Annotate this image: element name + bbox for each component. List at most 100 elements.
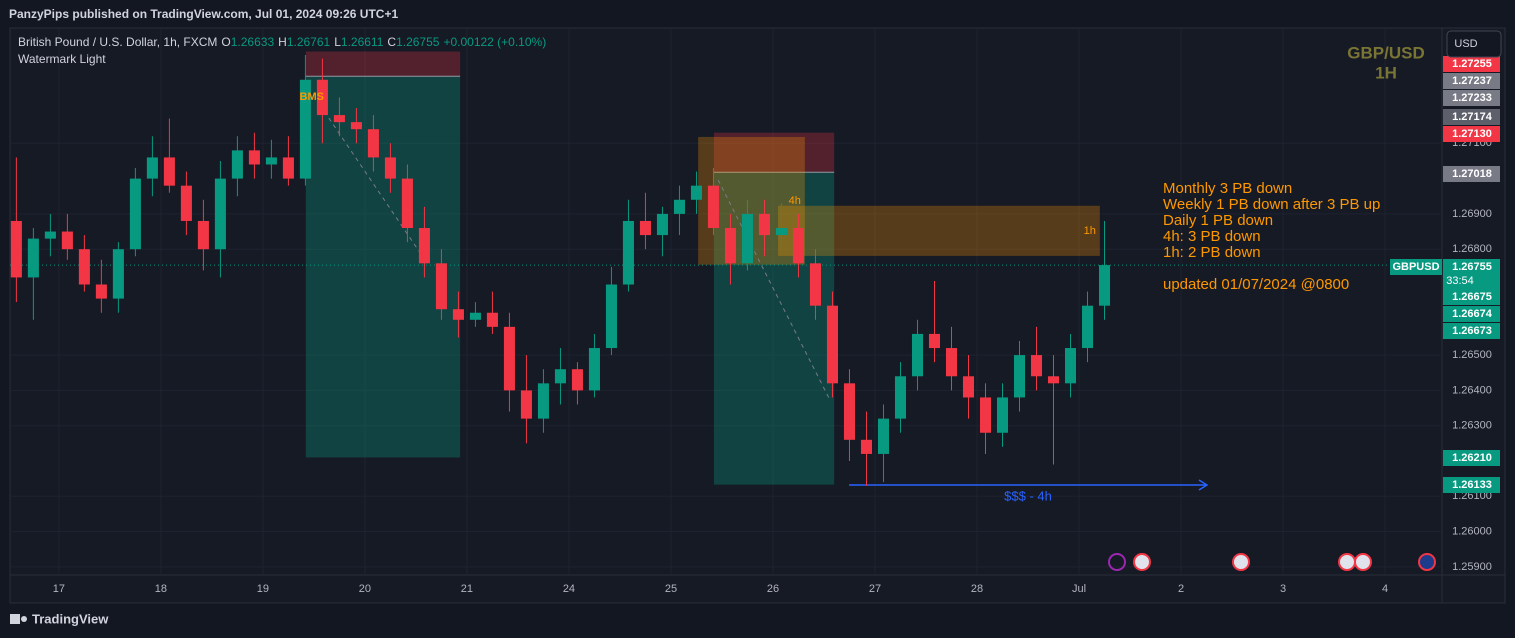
candle-body [962,376,975,398]
x-tick-label: 17 [53,583,65,595]
x-tick-label: 20 [359,583,371,595]
candle-body [911,333,924,377]
price-label-box [1443,90,1500,106]
note: Monthly 3 PB down [1163,180,1292,197]
legend-item: 1.26755 [396,35,440,49]
x-tick-label: 27 [869,583,881,595]
candle-body [1013,355,1026,398]
y-tick-label: 1.26900 [1452,208,1492,220]
candle-body [639,220,651,236]
watermark: 1H [1375,63,1397,82]
candle-body [452,309,464,320]
symbol-tag: GBPUSD [1392,261,1439,273]
candle-body [78,249,90,285]
y-tick-label: 1.26000 [1452,525,1492,537]
x-tick-label: 26 [767,583,779,595]
watermark: GBP/USD [1347,43,1424,62]
legend-item: L [334,35,341,49]
note: updated 01/07/2024 @0800 [1163,276,1349,293]
price-timer: 33:54 [1446,275,1474,287]
note: Weekly 1 PB down after 3 PB up [1163,196,1380,213]
candle-body [809,263,821,306]
target-zone [305,76,461,458]
candle-body [129,178,141,250]
trendline [717,179,831,401]
candle-body [741,213,753,264]
y-tick-label: 1.26500 [1452,349,1492,361]
currency-label[interactable]: USD [1454,38,1477,50]
zone-label: 4h [789,195,801,207]
candle-body [503,326,515,391]
candle-body [27,238,39,278]
price-label-box [1443,477,1500,493]
candle-body [656,213,668,236]
x-tick-label: 25 [665,583,677,595]
candle-body [435,263,447,310]
brand-logo [10,614,27,624]
currency-button[interactable] [1446,30,1502,58]
x-tick-label: 21 [461,583,473,595]
legend-item: 1.26633 [230,35,275,49]
candle-body [894,376,907,419]
price-label-box [1443,56,1500,72]
candle-body [316,79,328,116]
legend-item: H [278,35,287,49]
price-label-box [1443,109,1500,125]
candle-body [299,79,311,179]
x-tick-label: 4 [1382,583,1388,595]
y-tick-label: 1.26300 [1452,420,1492,432]
x-tick-label: Jul [1072,583,1086,595]
candle-body [571,369,583,391]
price-label-box [1443,450,1500,466]
stop-zone [713,132,835,173]
candle-body [350,122,362,130]
x-tick-label: 3 [1280,583,1286,595]
legend: British Pound / U.S. Dollar, 1h, FXCM O1.… [18,35,546,49]
candle-body [231,150,243,179]
stop-zone [305,51,461,77]
price-label-box [1443,259,1500,289]
marker-label: BMS [300,91,324,103]
x-tick-label: 28 [971,583,983,595]
candle-body [10,220,22,278]
candle-body [146,157,158,179]
candle-body [605,284,617,349]
price-label: 1.26755 [1452,261,1492,273]
candle-body [860,439,873,454]
candle-body [843,383,856,440]
candle-body [724,228,736,264]
candle-body [95,284,107,299]
candle-body [401,178,413,229]
price-label: 1.27018 [1452,168,1492,180]
chart-frame [9,27,1506,604]
price-label: 1.27237 [1452,75,1492,87]
candle-body [945,348,958,377]
candle-body [877,418,890,454]
candle-body [197,220,209,250]
zone-label: 1h [1084,225,1096,237]
candle-body [520,390,532,419]
candle-body [792,228,804,264]
arrow-head [1198,479,1209,491]
candle-body [996,397,1009,433]
x-tick-label: 18 [155,583,167,595]
note: 4h: 3 PB down [1163,228,1261,245]
candle-body [622,220,634,285]
legend-item: 1.26611 [340,35,384,49]
price-label: 1.27174 [1452,111,1493,123]
candle-body [1098,265,1111,306]
candle-body [554,369,566,384]
indicator: Watermark Light [18,52,106,66]
published: PanzyPips published on TradingView.com, … [9,7,399,21]
price-label: 1.26210 [1452,452,1492,464]
y-tick-label: 1.26400 [1452,384,1492,396]
legend-item: +0.00122 (+0.10%) [443,35,547,49]
price-label-box [1443,166,1500,182]
price-label: 1.26675 [1452,291,1492,303]
x-tick-label: 19 [257,583,269,595]
candle-body [690,185,702,200]
candle-body [928,333,941,349]
candle-body [673,199,685,214]
x-tick-label: 24 [563,583,575,595]
